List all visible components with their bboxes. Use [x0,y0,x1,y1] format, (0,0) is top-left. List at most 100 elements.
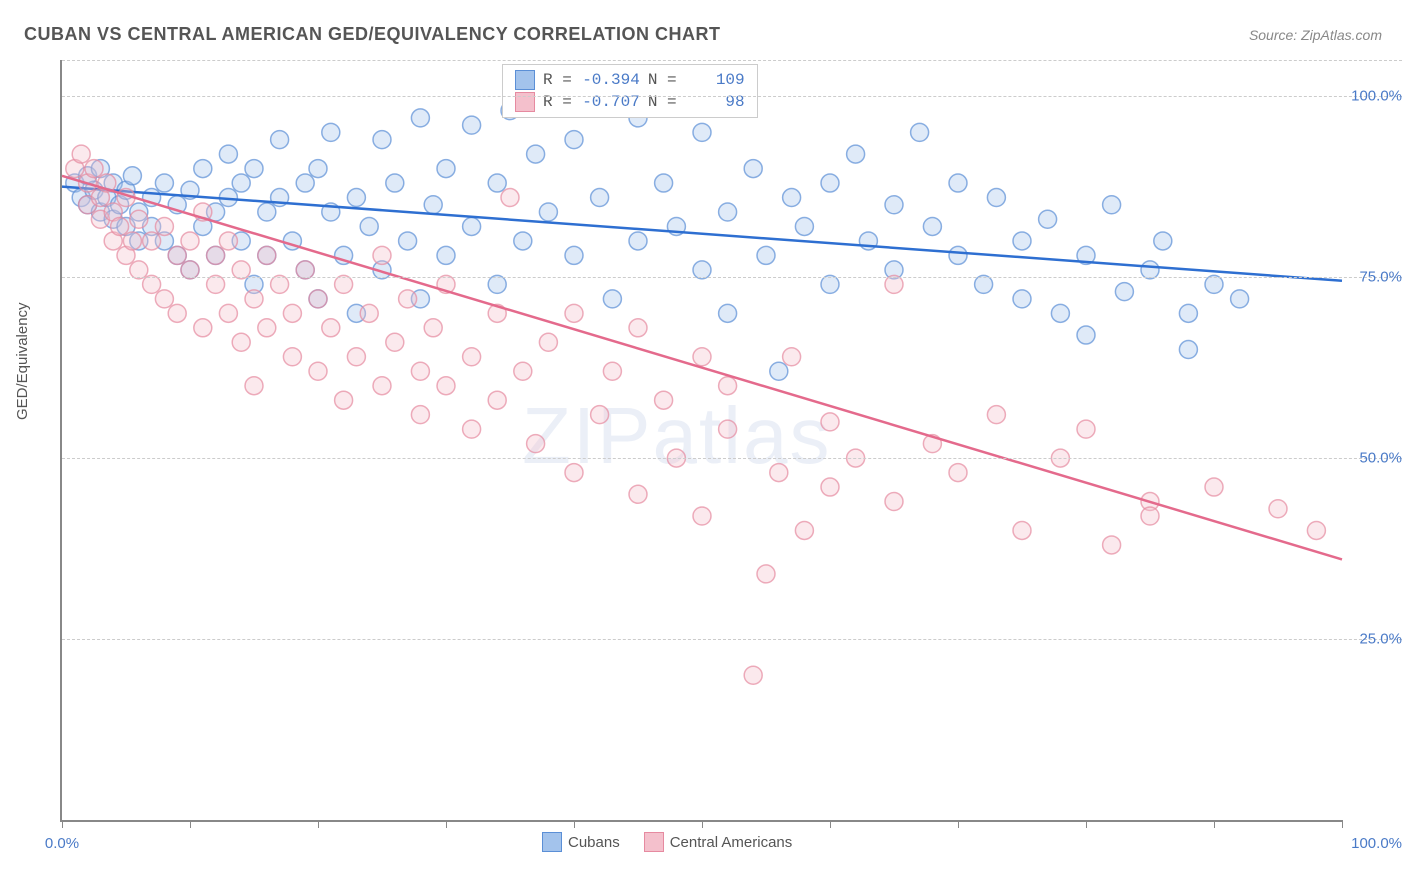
plot-area: ZIPatlas R = -0.394 N = 109 R = -0.707 N… [60,60,1342,822]
x-tick [702,820,703,828]
scatter-point [373,246,391,264]
scatter-point [123,232,141,250]
scatter-point [283,304,301,322]
scatter-point [322,123,340,141]
scatter-point [911,123,929,141]
scatter-point [245,377,263,395]
chart-title: CUBAN VS CENTRAL AMERICAN GED/EQUIVALENC… [24,24,721,45]
scatter-point [181,232,199,250]
scatter-point [232,174,250,192]
scatter-point [386,333,404,351]
y-tick-label: 25.0% [1347,631,1402,648]
scatter-point [322,319,340,337]
scatter-point [719,377,737,395]
scatter-point [757,246,775,264]
scatter-point [335,391,353,409]
legend-swatch-central [515,92,535,112]
y-tick-label: 100.0% [1347,88,1402,105]
scatter-point [207,246,225,264]
scatter-point [245,290,263,308]
scatter-point [923,217,941,235]
scatter-point [72,145,90,163]
scatter-point [168,246,186,264]
scatter-point [783,348,801,366]
scatter-point [847,145,865,163]
scatter-point [424,319,442,337]
scatter-point [629,485,647,503]
scatter-point [1051,304,1069,322]
scatter-point [987,406,1005,424]
scatter-point [399,290,417,308]
scatter-point [655,174,673,192]
gridline-h [62,639,1402,640]
scatter-point [194,319,212,337]
scatter-point [693,348,711,366]
scatter-point [155,174,173,192]
legend-swatch-cubans [515,70,535,90]
scatter-point [744,160,762,178]
x-tick-label: 100.0% [1351,835,1402,852]
scatter-point [1141,507,1159,525]
scatter-point [1231,290,1249,308]
legend-stats-row: R = -0.394 N = 109 [515,69,745,91]
scatter-point [258,203,276,221]
scatter-point [770,362,788,380]
scatter-point [1269,500,1287,518]
scatter-point [123,167,141,185]
scatter-point [744,666,762,684]
scatter-point [783,189,801,207]
scatter-point [1013,521,1031,539]
scatter-point [155,290,173,308]
scatter-point [539,333,557,351]
scatter-point [360,217,378,235]
r-value-cubans: -0.394 [580,69,640,91]
scatter-point [565,304,583,322]
scatter-point [296,174,314,192]
scatter-point [655,391,673,409]
legend-swatch-cubans [542,832,562,852]
scatter-point [1115,283,1133,301]
scatter-point [1077,326,1095,344]
x-tick [318,820,319,828]
x-tick [1214,820,1215,828]
scatter-point [565,131,583,149]
x-tick [958,820,959,828]
x-tick [190,820,191,828]
scatter-point [463,348,481,366]
scatter-point [373,131,391,149]
scatter-point [1039,210,1057,228]
scatter-point [1013,232,1031,250]
chart-header: CUBAN VS CENTRAL AMERICAN GED/EQUIVALENC… [24,24,1382,45]
scatter-point [437,160,455,178]
legend-item-cubans: Cubans [542,832,620,852]
scatter-point [565,246,583,264]
n-value-cubans: 109 [685,69,745,91]
scatter-point [155,217,173,235]
scatter-point [283,348,301,366]
scatter-point [219,145,237,163]
scatter-point [565,464,583,482]
scatter-point [693,123,711,141]
x-tick [446,820,447,828]
scatter-point [719,304,737,322]
scatter-point [386,174,404,192]
gridline-h [62,96,1402,97]
scatter-point [232,333,250,351]
scatter-point [168,304,186,322]
scatter-point [949,246,967,264]
scatter-point [987,189,1005,207]
scatter-point [130,210,148,228]
scatter-point [603,362,621,380]
scatter-point [411,406,429,424]
scatter-point [258,246,276,264]
scatter-point [1307,521,1325,539]
scatter-point [1103,536,1121,554]
scatter-point [437,246,455,264]
scatter-point [219,304,237,322]
scatter-point [411,109,429,127]
scatter-point [245,160,263,178]
scatter-point [770,464,788,482]
x-tick [574,820,575,828]
scatter-point [1077,420,1095,438]
scatter-point [1013,290,1031,308]
